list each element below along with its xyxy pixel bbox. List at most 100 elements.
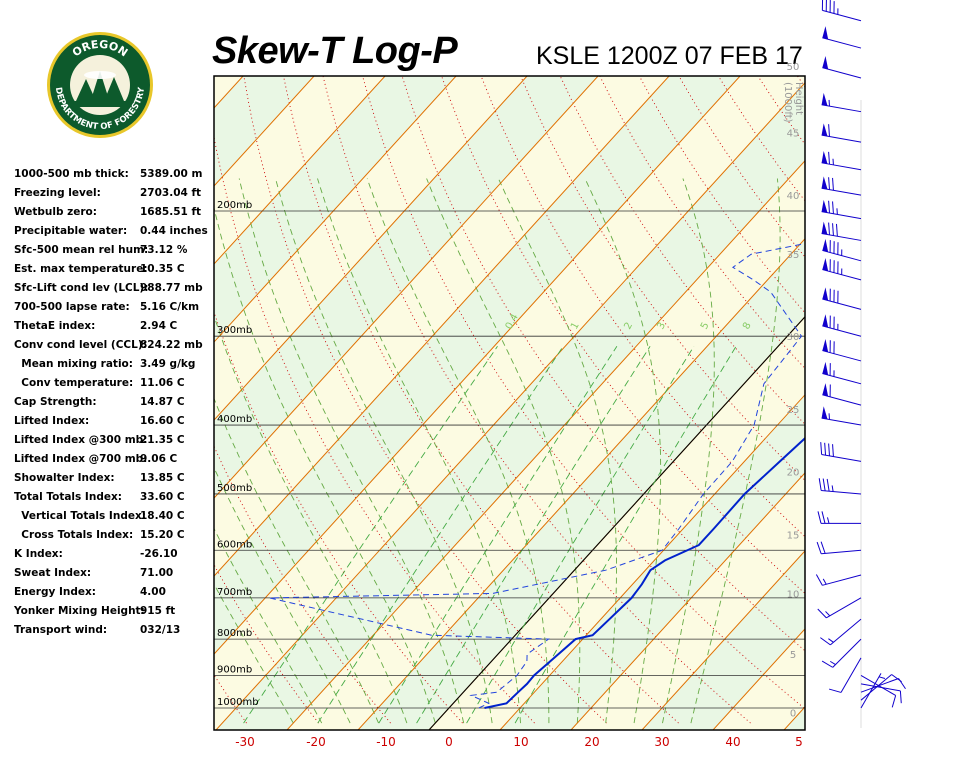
svg-text:OREGON: OREGON	[70, 38, 130, 60]
wind-barb	[821, 221, 862, 241]
wind-barb	[822, 287, 862, 310]
wind-barb-staff	[860, 673, 882, 709]
wind-barb-half	[878, 676, 886, 680]
isotherm	[214, 76, 386, 265]
isotherm	[917, 66, 960, 740]
isotherm	[215, 81, 805, 730]
wind-barb-staff	[821, 211, 862, 220]
wind-barb	[817, 511, 861, 524]
index-label: Vertical Totals Index:	[14, 510, 146, 522]
chart-grid	[0, 0, 960, 740]
wind-barb-full	[828, 443, 830, 456]
oregon-department-of-forestry-logo: OREGON DEPARTMENT OF FORESTRY	[47, 32, 153, 138]
index-label: Transport wind:	[14, 624, 108, 636]
wind-barb-full	[816, 541, 822, 554]
temperature-line	[484, 436, 805, 709]
wind-barb-staff	[840, 657, 862, 693]
wind-barb	[818, 478, 862, 495]
pressure-label: 400mb	[217, 414, 252, 425]
wind-barb-half	[831, 485, 834, 492]
wind-barb-full	[891, 695, 897, 708]
mixing-ratio-label: 5	[699, 321, 712, 332]
wind-barb-full	[835, 223, 838, 237]
index-label: Showalter Index:	[14, 472, 115, 484]
wind-barb-staff	[822, 372, 862, 385]
wind-barb	[820, 442, 862, 462]
wind-barb	[815, 574, 862, 586]
moist-adiabat	[214, 205, 436, 724]
index-label: Sfc-Lift cond lev (LCL):	[14, 282, 149, 294]
wind-barb-full	[832, 444, 834, 457]
index-label: Mean mixing ratio:	[14, 358, 133, 370]
dry-adiabat	[802, 0, 960, 723]
isotherm	[0, 66, 110, 740]
mixing-ratio-label: 3	[655, 321, 668, 332]
height-tick-label: 10	[787, 589, 800, 600]
wind-barb-staff	[821, 489, 862, 495]
index-label: Conv temperature:	[14, 377, 134, 389]
wind-barb-staff	[821, 453, 862, 462]
wind-barb-flag	[822, 338, 829, 353]
wind-barb-flag	[821, 176, 828, 190]
index-label: Freezing level:	[14, 187, 101, 199]
wind-barb-full	[899, 690, 902, 704]
index-label: Est. max temperature:	[14, 263, 148, 275]
wind-barb-full	[832, 223, 834, 236]
isotherm	[286, 160, 805, 730]
wind-barb	[822, 338, 862, 362]
wind-barb	[816, 541, 862, 555]
wind-barb-full	[832, 201, 834, 214]
index-label: Total Totals Index:	[14, 491, 122, 503]
isotherm	[357, 238, 805, 730]
wind-barb	[821, 199, 862, 220]
wind-barb-full	[822, 478, 826, 491]
temperature-band	[0, 66, 110, 740]
height-tick-label: 30	[787, 332, 800, 343]
wind-barb-flag	[821, 199, 828, 213]
wind-barb	[821, 0, 862, 22]
index-label: Precipitable water:	[14, 225, 128, 237]
wind-barb-flag	[822, 361, 829, 376]
moist-adiabat	[426, 178, 581, 724]
index-label: Sfc-500 mean rel hum:	[14, 244, 149, 256]
wind-barb-half	[825, 611, 831, 617]
wind-barb	[821, 176, 862, 196]
moist-adiabat	[214, 527, 323, 724]
wind-barb	[821, 151, 862, 171]
index-value: 2.94 C	[140, 320, 178, 332]
temperature-tick-label: 5	[795, 735, 803, 749]
index-value: 3.49 g/kg	[140, 358, 196, 370]
index-value: 73.12 %	[140, 244, 188, 256]
mixing-ratio-line	[378, 346, 618, 724]
isotherm	[0, 66, 181, 740]
wind-barb-flag	[822, 257, 829, 272]
chart-labels: 0.4 1 2 3 5 8200mb300mb400mb500mb600mb700mb80…	[217, 62, 804, 749]
isotherm	[641, 550, 805, 730]
moist-adiabat	[497, 178, 617, 724]
wind-barb	[821, 92, 862, 113]
wind-barb-flag	[822, 238, 829, 253]
temperature-band	[0, 66, 181, 740]
index-label: Cross Totals Index:	[14, 529, 134, 541]
mixing-ratio-line	[466, 346, 695, 724]
wind-barb-staff	[822, 298, 862, 310]
temperature-band	[214, 76, 805, 730]
isotherm	[214, 76, 670, 577]
mixing-ratio-label: 8	[741, 321, 754, 332]
wind-barb-full	[832, 177, 834, 191]
isotherm	[846, 66, 960, 740]
index-label: Conv cond level (CCL):	[14, 339, 147, 351]
moist-adiabat	[690, 178, 781, 724]
dry-adiabat	[559, 76, 805, 425]
index-label: 700-500 lapse rate:	[14, 301, 130, 313]
wind-barb	[860, 678, 906, 693]
wind-barb-staff	[832, 638, 862, 668]
wind-barb	[860, 675, 897, 708]
index-label: Sweat Index:	[14, 567, 92, 579]
wind-barb	[821, 123, 862, 143]
wind-barb-full	[828, 124, 830, 137]
wind-barb-staff	[822, 350, 862, 362]
wind-barb-staff	[822, 394, 862, 406]
mixing-ratio-label: 1	[569, 321, 582, 332]
